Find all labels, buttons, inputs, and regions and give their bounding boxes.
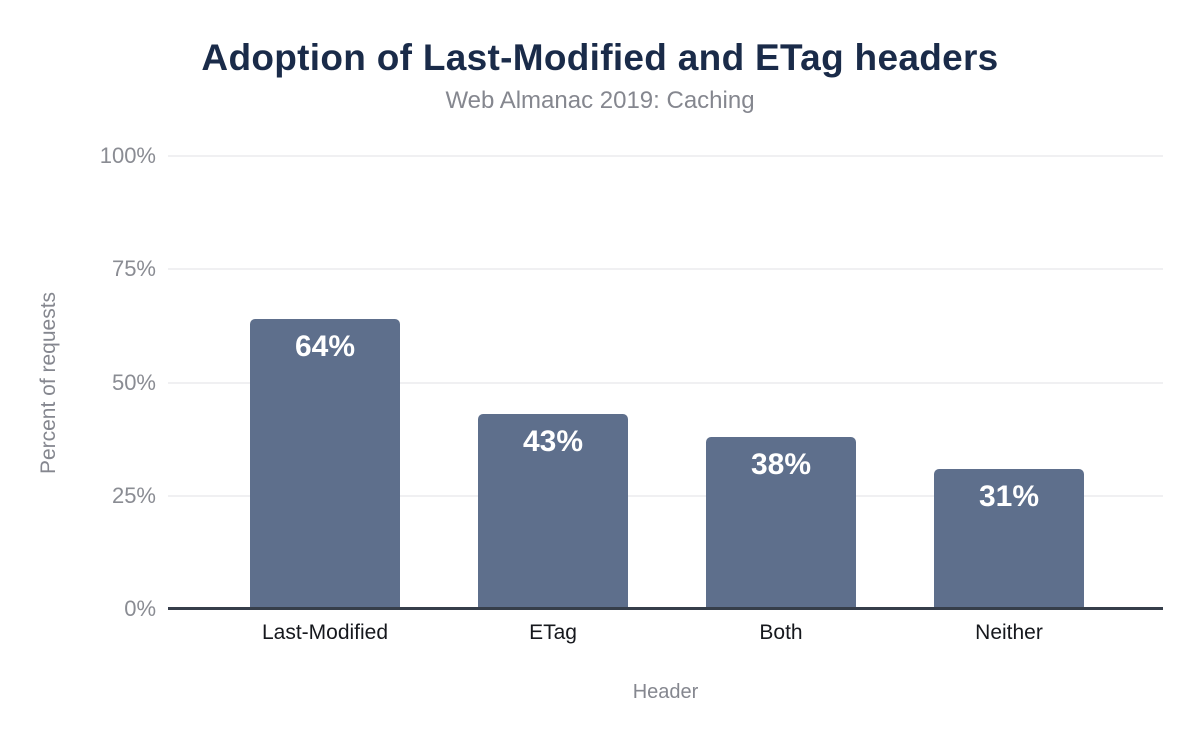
x-tick-label: ETag <box>529 621 577 644</box>
chart-subtitle: Web Almanac 2019: Caching <box>445 87 755 114</box>
gridline <box>168 155 1163 157</box>
y-axis-title-text: Percent of requests <box>37 291 61 474</box>
bar-value-label: 43% <box>522 425 584 459</box>
bar: 43% <box>478 414 628 609</box>
plot-area: 0% 25% 50% 75% 100% 64% Last-Modified 43% ETag 38… <box>100 143 1163 644</box>
bar-value-label: 31% <box>978 479 1040 513</box>
y-tick-label: 75% <box>111 256 156 282</box>
x-tick-label: Neither <box>975 621 1043 644</box>
y-tick-label: 0% <box>124 596 156 621</box>
bar: 38% <box>706 436 856 609</box>
y-tick-label: 50% <box>111 369 156 395</box>
gridline <box>168 381 1163 384</box>
y-tick-label: 100% <box>99 143 156 168</box>
bar-value-label: 38% <box>750 447 812 481</box>
y-axis-title: Percent of requests <box>28 156 70 609</box>
x-tick-label: Both <box>759 621 803 644</box>
chart-title: Adoption of Last-Modified and ETag heade… <box>201 37 999 78</box>
x-axis-title: Header <box>632 681 699 703</box>
bar: 64% <box>250 319 400 609</box>
y-tick-label: 25% <box>111 482 156 508</box>
bar-value-label: 64% <box>294 330 356 364</box>
x-tick-label: Last-Modified <box>261 621 389 644</box>
x-axis-line <box>168 607 1163 610</box>
bar: 31% <box>934 468 1084 609</box>
gridline <box>168 494 1163 497</box>
gridline <box>168 268 1163 271</box>
